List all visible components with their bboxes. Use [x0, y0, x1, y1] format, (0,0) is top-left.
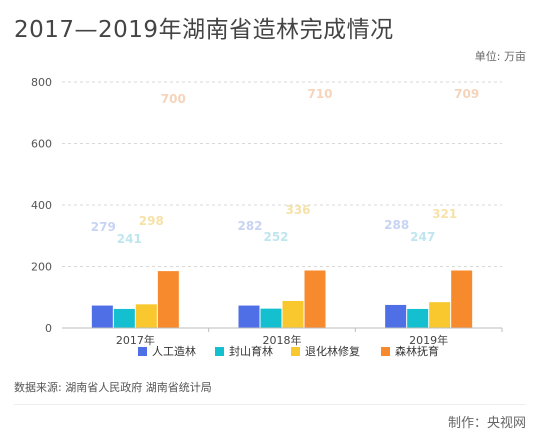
- bar: [282, 300, 304, 328]
- watermark-value-label: 247: [410, 230, 435, 244]
- x-tick-label: 2018年: [263, 333, 302, 347]
- legend-label: 森林抚育: [395, 344, 439, 358]
- watermark-value-label: 279: [91, 220, 116, 234]
- legend: 人工造林 封山育林 退化林修复 森林抚育: [138, 344, 439, 358]
- divider: [14, 404, 526, 405]
- bar: [113, 308, 135, 328]
- grid-layer: [62, 81, 502, 267]
- watermark-value-label: 241: [117, 232, 142, 246]
- unit-label: 单位: 万亩: [474, 50, 526, 63]
- bar: [385, 304, 407, 328]
- watermark-value-label: 700: [161, 92, 186, 106]
- bar: [260, 308, 282, 328]
- y-tick-label: 0: [45, 322, 52, 335]
- legend-label: 退化林修复: [305, 344, 360, 358]
- y-tick-label: 600: [31, 138, 52, 151]
- watermark-value-label: 710: [307, 87, 332, 101]
- legend-label: 封山育林: [229, 344, 273, 358]
- watermark-value-label: 282: [237, 219, 262, 233]
- watermark-value-label: 252: [263, 230, 288, 244]
- source-note: 数据来源: 湖南省人民政府 湖南省统计局: [14, 381, 212, 394]
- x-tick-label: 2017年: [116, 333, 155, 347]
- bar: [135, 304, 157, 328]
- bar: [91, 305, 113, 328]
- legend-label: 人工造林: [152, 344, 196, 358]
- watermark-value-label: 709: [454, 87, 479, 101]
- watermark-value-label: 298: [139, 214, 164, 228]
- watermark-value-label: 321: [432, 207, 457, 221]
- bar-layer: [91, 270, 473, 328]
- legend-swatch: [381, 347, 390, 356]
- bar: [304, 270, 326, 328]
- legend-swatch: [291, 347, 300, 356]
- bar: [407, 308, 429, 328]
- bar: [157, 271, 179, 328]
- chart-title: 2017—2019年湖南省造林完成情况: [14, 17, 394, 43]
- axis-layer: 0 200 400 600 800 2017年 2018年 2019年: [31, 76, 503, 347]
- watermark-value-label: 288: [384, 218, 409, 232]
- y-tick-label: 400: [31, 199, 52, 212]
- legend-swatch: [138, 347, 147, 356]
- bar: [451, 270, 473, 328]
- credit-label: 制作：央视网: [447, 416, 526, 431]
- bar: [238, 305, 260, 328]
- x-tick-label: 2019年: [409, 333, 448, 347]
- legend-swatch: [215, 347, 224, 356]
- y-tick-label: 200: [31, 261, 52, 274]
- bar: [429, 302, 451, 328]
- watermark-value-label: 336: [285, 203, 310, 217]
- y-tick-label: 800: [31, 76, 52, 89]
